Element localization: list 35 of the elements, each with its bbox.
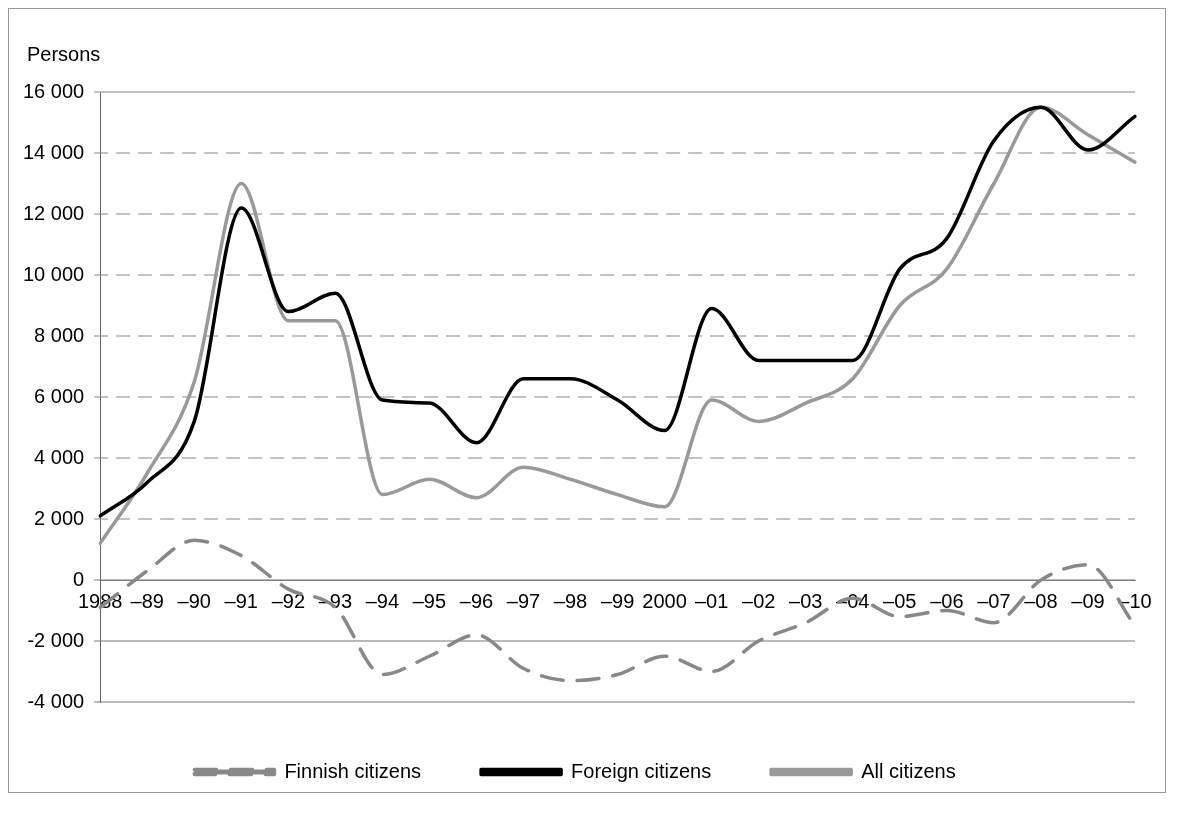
y-axis-title: Persons bbox=[27, 43, 102, 66]
x-tick-label: –03 bbox=[789, 589, 823, 612]
x-tick-label: –91 bbox=[224, 589, 258, 612]
x-tick-label: 2000 bbox=[642, 589, 687, 612]
y-tick-label: 0 bbox=[73, 567, 85, 590]
y-tick-label: 10 000 bbox=[23, 262, 85, 285]
y-tick-label: 6 000 bbox=[34, 384, 85, 407]
x-tick-label: –08 bbox=[1024, 589, 1058, 612]
legend-label: Foreign citizens bbox=[571, 759, 712, 782]
x-tick-label: –09 bbox=[1071, 589, 1105, 612]
x-tick-label: –89 bbox=[130, 589, 164, 612]
y-tick-label: 14 000 bbox=[23, 140, 85, 163]
x-tick-label: –90 bbox=[177, 589, 211, 612]
x-tick-label: –99 bbox=[600, 589, 635, 612]
y-tick-label: 16 000 bbox=[23, 79, 85, 102]
legend-label: Finnish citizens bbox=[284, 759, 422, 782]
y-tick-label: 8 000 bbox=[34, 323, 85, 346]
x-tick-label: –98 bbox=[553, 589, 588, 612]
y-tick-label: 2 000 bbox=[34, 506, 85, 529]
x-tick-label: –95 bbox=[412, 589, 447, 612]
y-tick-label: -4 000 bbox=[27, 689, 85, 712]
x-tick-label: –05 bbox=[883, 589, 917, 612]
y-tick-label: -2 000 bbox=[27, 628, 85, 651]
x-tick-label: –07 bbox=[977, 589, 1011, 612]
x-tick-label: –92 bbox=[271, 589, 306, 612]
x-tick-label: –06 bbox=[930, 589, 964, 612]
y-tick-label: 12 000 bbox=[23, 201, 85, 224]
legend-label: All citizens bbox=[861, 759, 956, 782]
x-tick-label: –01 bbox=[694, 589, 729, 612]
x-tick-label: –10 bbox=[1118, 589, 1152, 612]
x-tick-label: –02 bbox=[742, 589, 776, 612]
y-tick-label: 4 000 bbox=[34, 445, 85, 468]
x-tick-label: –97 bbox=[506, 589, 541, 612]
x-tick-label: –94 bbox=[365, 589, 400, 612]
x-tick-label: –96 bbox=[459, 589, 494, 612]
